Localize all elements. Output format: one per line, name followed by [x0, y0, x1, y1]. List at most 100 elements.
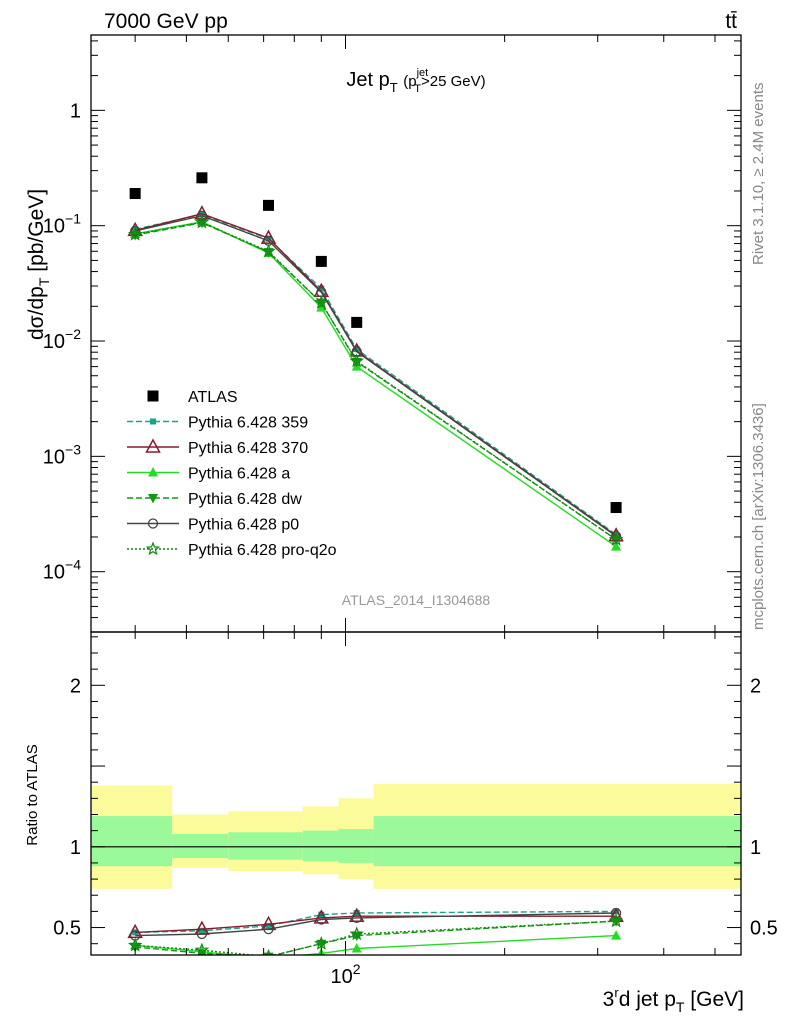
legend-marker-pythia-6-428-359 [150, 418, 156, 425]
series-point-pythia-6-428-359 [318, 285, 325, 292]
y-tick-label-exp: −4 [65, 557, 81, 573]
ratio-y-tick-label-right: 0.5 [750, 918, 778, 940]
ratio-point-pythia-6-428-370 [127, 923, 143, 939]
y-tick-label: 1 [70, 100, 81, 122]
series-point-pythia-6-428-a [611, 541, 622, 551]
legend-marker-pythia-6-428-p0 [147, 518, 159, 529]
main-panel: Jet pT (pjet T>25 GeV) dσ/dpT [pb/GeV] AT… [25, 34, 742, 633]
series-point-pythia-6-428-dw [351, 357, 362, 368]
ratio-xlabel: 3rd jet pT [GeV] [603, 985, 744, 1015]
main-ylabel: dσ/dpT [pb/GeV] [25, 189, 52, 340]
stat-uncertainty-band [373, 816, 741, 867]
legend-marker-pythia-6-428-a [148, 467, 158, 477]
atlas-data-point [610, 502, 622, 514]
legend-label-pythia-6-428-370: Pythia 6.428 370 [188, 440, 308, 457]
series-point-pythia-6-428-pro-q2o [314, 295, 329, 309]
legend-marker-pythia-6-428-pro-q2o [145, 541, 161, 556]
ratio-point-pythia-6-428-pro-q2o [314, 936, 329, 950]
y-tick-label-exp: −1 [65, 211, 81, 227]
ratio-bands [91, 783, 741, 889]
ratio-point-pythia-6-428-a [351, 943, 362, 953]
legend-label-atlas: ATLAS [188, 389, 238, 406]
atlas-data-point [351, 316, 363, 328]
ratio-point-pythia-6-428-p0 [316, 914, 327, 925]
ratio-point-pythia-6-428-pro-q2o [349, 926, 364, 941]
collision-label: 7000 GeV pp [104, 10, 228, 33]
series-point-pythia-6-428-p0 [610, 531, 622, 542]
ratio-line-pythia-6-428-dw [135, 920, 617, 955]
ratio-line-pythia-6-428-370 [135, 915, 617, 934]
legend-label-pythia-6-428-a: Pythia 6.428 a [188, 466, 290, 483]
ratio-ylabel: Ratio to ATLAS [24, 744, 41, 845]
series-line-pythia-6-428-p0 [135, 214, 617, 537]
legend: ATLAS Pythia 6.428 359 Pythia 6.428 370 Pyt… [127, 389, 337, 559]
series-point-pythia-6-428-pro-q2o [194, 214, 210, 229]
x-tick-label-base: 10 [330, 966, 352, 988]
main-series [127, 172, 624, 551]
process-label: tt̄ [725, 10, 737, 33]
ratio-panel: Ratio to ATLAS 3rd jet pT [GeV] 0.5 0.5 1 1… [24, 631, 778, 1015]
stat-uncertainty-band [302, 830, 339, 862]
stat-uncertainty-band [338, 829, 374, 863]
x-tick-label: 102 [330, 961, 360, 988]
legend-label-pythia-6-428-pro-q2o: Pythia 6.428 pro-q2o [188, 542, 337, 559]
stat-uncertainty-band [228, 832, 303, 860]
ratio-line-pythia-6-428-p0 [135, 912, 617, 937]
series-point-pythia-6-428-p0 [130, 225, 141, 237]
ratio-y-tick-label-left: 2 [70, 675, 81, 697]
ratio-point-pythia-6-428-a [611, 930, 622, 940]
series-point-pythia-6-428-dw [196, 218, 207, 229]
y-tick-label: 10−1 [43, 211, 81, 238]
mcplots-label: mcplots.cern.ch [arXiv:1306.3436] [750, 403, 767, 630]
x-tick-label-exp: 2 [353, 961, 361, 977]
rivet-label: Rivet 3.1.10, ≥ 2.4M events [750, 83, 767, 266]
ratio-point-pythia-6-428-p0 [351, 912, 362, 924]
y-tick-label-base: 10 [43, 562, 65, 584]
y-tick-label-base: 10 [43, 216, 65, 238]
ratio-point-pythia-6-428-dw [263, 952, 274, 955]
stat-uncertainty-band [91, 816, 173, 867]
legend-label-pythia-6-428-p0: Pythia 6.428 p0 [188, 517, 299, 534]
ratio-series [127, 907, 624, 955]
series-point-pythia-6-428-pro-q2o [608, 531, 624, 546]
ratio-line-pythia-6-428-pro-q2o [135, 920, 617, 955]
ratio-point-pythia-6-428-359 [132, 929, 139, 936]
series-point-pythia-6-428-p0 [196, 210, 208, 221]
watermark: ATLAS_2014_I1304688 [342, 592, 491, 608]
ratio-point-pythia-6-428-pro-q2o [608, 913, 624, 928]
ratio-line-pythia-6-428-a [135, 934, 617, 955]
ratio-y-tick-label-right: 2 [750, 675, 761, 697]
y-tick-label-exp: −3 [65, 441, 81, 457]
series-point-pythia-6-428-pro-q2o [261, 243, 276, 258]
stat-uncertainty-band [172, 833, 229, 859]
ratio-point-pythia-6-428-pro-q2o [261, 948, 276, 955]
ratio-point-pythia-6-428-359 [265, 922, 272, 929]
ratio-line-pythia-6-428-359 [135, 910, 617, 934]
ratio-point-pythia-6-428-p0 [196, 928, 208, 940]
ratio-frame [90, 631, 742, 956]
series-point-pythia-6-428-359 [353, 346, 360, 353]
legend-label-pythia-6-428-359: Pythia 6.428 359 [188, 415, 308, 432]
ratio-point-pythia-6-428-p0 [263, 924, 274, 935]
atlas-data-point [315, 255, 327, 267]
y-tick-label-exp: −2 [65, 326, 81, 342]
legend-marker-atlas [147, 390, 159, 402]
series-point-pythia-6-428-359 [198, 211, 205, 218]
atlas-data-point [262, 199, 274, 211]
ratio-point-pythia-6-428-pro-q2o [194, 942, 210, 955]
series-line-pythia-6-428-pro-q2o [135, 221, 617, 541]
ratio-point-pythia-6-428-p0 [610, 907, 622, 919]
ratio-y-tick-label-left: 0.5 [53, 918, 81, 940]
ratio-point-pythia-6-428-359 [613, 908, 620, 915]
series-point-pythia-6-428-pro-q2o [127, 226, 143, 241]
series-point-pythia-6-428-pro-q2o [349, 353, 364, 368]
ratio-y-tick-label-right: 1 [750, 837, 761, 859]
legend-marker-pythia-6-428-370 [145, 438, 161, 453]
legend-marker-pythia-6-428-dw [148, 494, 158, 504]
y-tick-label: 10−2 [43, 326, 81, 353]
y-tick-label-base: 10 [43, 446, 65, 468]
y-tick-label-base: 10 [43, 331, 65, 353]
legend-label-pythia-6-428-dw: Pythia 6.428 dw [188, 491, 302, 508]
y-tick-label: 10−4 [43, 557, 81, 584]
